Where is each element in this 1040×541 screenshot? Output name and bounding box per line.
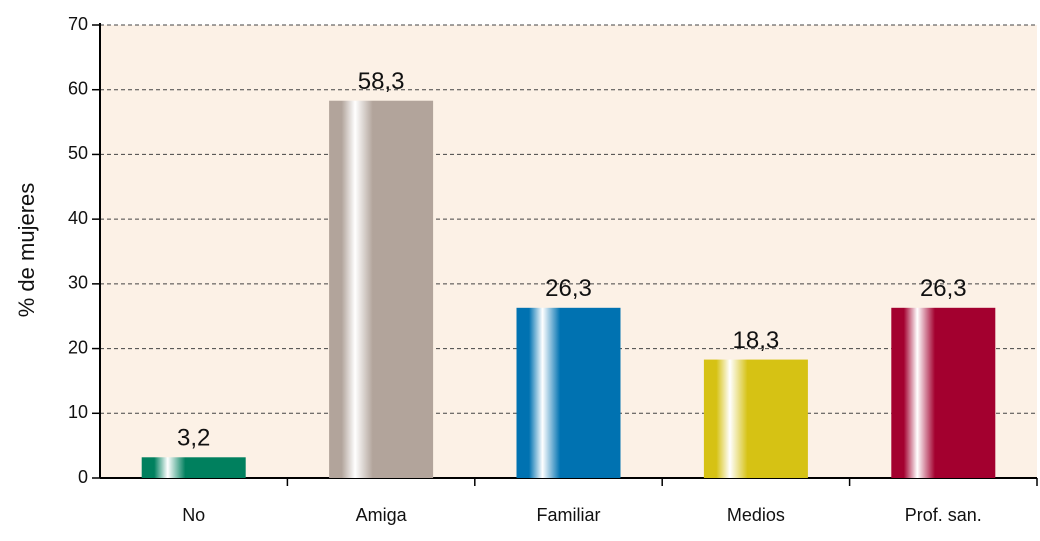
y-tick-label: 10	[68, 402, 88, 422]
data-label: 26,3	[545, 275, 592, 302]
data-label: 26,3	[920, 275, 967, 302]
y-axis-label: % de mujeres	[14, 183, 39, 318]
x-tick-label: No	[182, 505, 205, 525]
y-tick-label: 30	[68, 273, 88, 293]
bar	[891, 307, 996, 478]
data-label: 18,3	[733, 327, 780, 354]
x-tick-label: Familiar	[536, 505, 600, 525]
data-label: 58,3	[358, 68, 405, 95]
y-tick-label: 20	[68, 337, 88, 357]
y-tick-label: 60	[68, 78, 88, 98]
bar	[516, 307, 621, 478]
y-tick-label: 70	[68, 14, 88, 34]
bar	[329, 100, 434, 479]
x-tick-label: Prof. san.	[905, 505, 982, 525]
x-tick-label: Medios	[727, 505, 785, 525]
y-tick-label: 40	[68, 208, 88, 228]
bar	[703, 359, 808, 478]
x-tick-label: Amiga	[356, 505, 408, 525]
y-tick-label: 50	[68, 143, 88, 163]
bar	[141, 457, 246, 478]
y-tick-label: 0	[78, 467, 88, 487]
data-label: 3,2	[177, 425, 210, 452]
